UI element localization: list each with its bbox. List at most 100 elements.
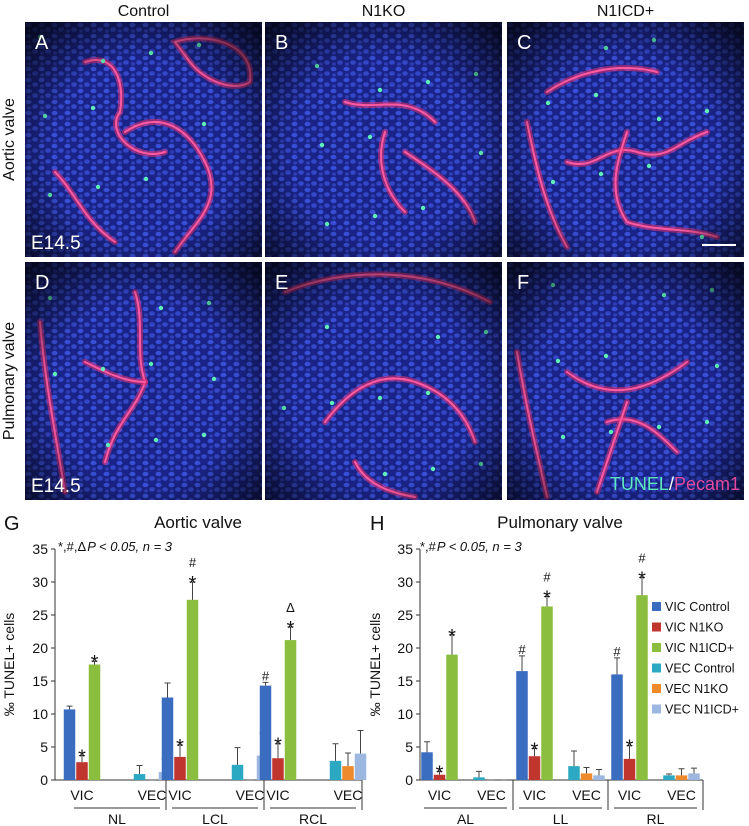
- subgroup-label: VEC: [334, 787, 363, 803]
- bar: [259, 685, 272, 780]
- bar: [231, 764, 244, 780]
- y-tick-label: 5: [40, 739, 48, 755]
- error-bar: [79, 755, 85, 763]
- category-label: LCL: [202, 811, 228, 826]
- significance-mark: *: [531, 739, 539, 761]
- micrograph: D E14.5: [25, 262, 262, 500]
- bar: [473, 777, 485, 780]
- legend-label: VEC N1ICD+: [665, 703, 739, 717]
- bar: [623, 758, 636, 780]
- bar: [528, 756, 541, 780]
- y-tick-label: 15: [32, 673, 48, 689]
- stain-label: /: [669, 474, 674, 494]
- legend-swatch: [652, 622, 661, 632]
- legend-swatch: [652, 684, 661, 693]
- category-label: RCL: [299, 811, 327, 826]
- error-bar: [189, 581, 196, 600]
- row-label: Aortic valve: [1, 98, 18, 181]
- significance-mark: *: [626, 737, 634, 759]
- panel-letter: G: [4, 513, 20, 535]
- micrograph: B: [265, 22, 502, 257]
- stain-legend: TUNEL/Pecam1: [610, 474, 740, 494]
- stain-label: TUNEL: [610, 474, 669, 494]
- chart-title: Aortic valve: [154, 513, 242, 532]
- bar: [593, 775, 605, 780]
- bar: [174, 756, 186, 780]
- bar: [611, 674, 623, 780]
- micrograph: F TUNEL/Pecam1: [507, 262, 744, 500]
- subgroup-label: VEC: [477, 787, 506, 803]
- error-bar: [136, 764, 143, 775]
- bar: [63, 709, 76, 780]
- category-label: NL: [108, 811, 126, 826]
- significance-mark: #: [613, 644, 621, 659]
- bar: [421, 752, 433, 780]
- bar: [580, 773, 593, 780]
- significance-mark: *: [176, 736, 184, 758]
- error-bar: [519, 655, 525, 672]
- error-bar: [164, 682, 171, 698]
- y-tick-label: 10: [32, 706, 48, 722]
- legend-swatch: [652, 663, 661, 673]
- bar: [688, 773, 700, 780]
- micrograph: C: [507, 22, 744, 257]
- panel-letter: D: [35, 272, 49, 294]
- subgroup-label: VIC: [428, 787, 451, 803]
- error-bar: [424, 741, 430, 753]
- vignette: [265, 262, 502, 500]
- stage-label: E14.5: [31, 233, 81, 254]
- subgroup-label: VEC: [572, 787, 601, 803]
- charts: G Aortic valve *,#,ΔP < 0.05, n = 3 ‰ TUNEL…: [1, 513, 739, 826]
- legend-swatch: [652, 643, 661, 652]
- panel-letter: E: [275, 272, 288, 294]
- error-bar: [436, 770, 443, 775]
- significance-mark: *: [436, 762, 444, 784]
- significance-mark: #: [518, 642, 526, 657]
- note-symbols: *,#,Δ: [58, 539, 87, 554]
- subgroup-label: VEC: [667, 787, 696, 803]
- legend-label: VEC Control: [665, 662, 734, 676]
- panel-letter: F: [517, 272, 529, 294]
- y-tick-label: 15: [397, 673, 413, 689]
- column-header: N1ICD+: [597, 3, 654, 20]
- y-tick-label: 10: [397, 706, 413, 722]
- y-axis-label: ‰ TUNEL+ cells: [1, 613, 17, 717]
- y-tick-label: 35: [32, 541, 48, 557]
- bar: [88, 664, 101, 780]
- bar: [446, 654, 458, 780]
- significance-mark: #: [638, 550, 646, 565]
- error-bar: [691, 767, 697, 774]
- error-bar: [275, 743, 281, 759]
- bar: [329, 760, 342, 780]
- bar: [663, 775, 675, 780]
- error-bar: [678, 768, 685, 776]
- stain-label: Pecam1: [674, 474, 740, 494]
- bar: [272, 758, 284, 780]
- error-bar: [596, 768, 602, 776]
- y-tick-label: 25: [32, 607, 48, 623]
- y-tick-label: 35: [397, 541, 413, 557]
- stats-note: *,#,ΔP < 0.05, n = 3: [58, 539, 173, 554]
- vignette: [507, 22, 744, 257]
- significance-mark: *: [189, 573, 197, 595]
- bar: [284, 640, 297, 780]
- significance-mark: *: [274, 735, 282, 757]
- significance-mark: *: [448, 626, 456, 648]
- error-bar: [476, 770, 482, 778]
- error-bar: [583, 766, 590, 774]
- error-bar: [357, 730, 364, 754]
- error-bar: [614, 657, 620, 675]
- subgroup-label: VEC: [138, 787, 167, 803]
- error-bar: [544, 596, 550, 607]
- error-bar: [66, 705, 73, 710]
- row-label: Pulmonary valve: [1, 322, 18, 440]
- stats-note: *,#P < 0.05, n = 3: [420, 539, 522, 554]
- subgroup-label: VEC: [236, 787, 265, 803]
- bar-chart: H Pulmonary valve *,#P < 0.05, n = 3 ‰ TUNE…: [367, 513, 739, 826]
- error-bar: [571, 750, 577, 767]
- error-bar: [91, 660, 98, 665]
- significance-mark: #: [262, 668, 270, 683]
- subgroup-label: VIC: [168, 787, 191, 803]
- vignette: [25, 262, 262, 500]
